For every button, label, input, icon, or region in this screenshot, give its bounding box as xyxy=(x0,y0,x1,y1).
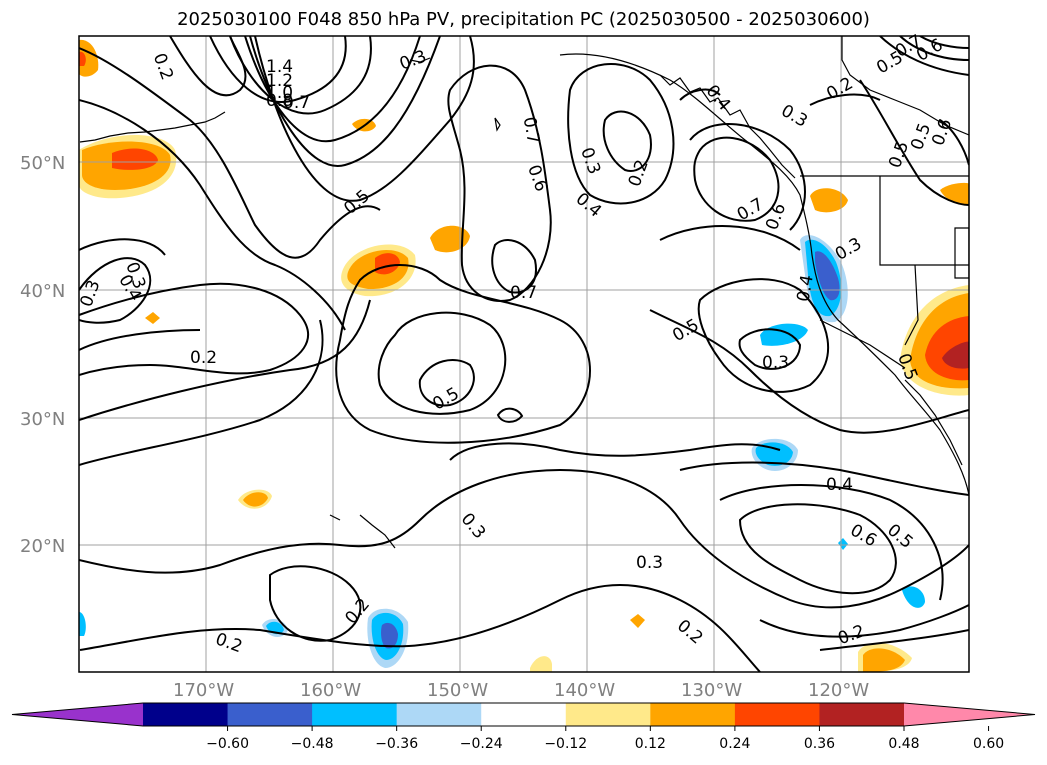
contour-label: 0.3 xyxy=(636,553,663,573)
colorbar-swatch xyxy=(312,703,398,726)
colorbar-swatch xyxy=(650,703,736,726)
longitude-labels: 170°W 160°W 150°W 140°W 130°W 120°W xyxy=(173,680,869,701)
contour-label: 0.3 xyxy=(762,353,789,373)
colorbar-swatch xyxy=(819,703,905,726)
lat-label: 40°N xyxy=(20,281,65,302)
colorbar-swatch xyxy=(481,703,567,726)
colorbar-swatch xyxy=(227,703,313,726)
positive-anomaly xyxy=(940,182,969,205)
lon-label: 170°W xyxy=(173,680,234,701)
contour-label: 0.7 xyxy=(519,115,543,145)
colorbar-extend-low xyxy=(12,703,143,726)
lat-label: 20°N xyxy=(20,536,65,557)
positive-anomaly xyxy=(145,312,160,324)
colorbar-tick-label: −0.60 xyxy=(206,736,249,752)
positive-anomaly xyxy=(863,648,905,672)
colorbar-extend-high xyxy=(904,703,1035,726)
latitude-labels: 50°N 40°N 30°N 20°N xyxy=(20,153,65,557)
colorbar-tick-label: 0.48 xyxy=(888,736,919,752)
map-frame xyxy=(78,35,970,673)
negative-anomaly xyxy=(79,612,86,636)
positive-anomaly xyxy=(375,253,400,275)
colorbar-swatch xyxy=(396,703,482,726)
colorbar-tick-label: −0.36 xyxy=(375,736,418,752)
contour-label: 0.2 xyxy=(190,348,217,368)
positive-anomaly xyxy=(530,656,552,672)
positive-anomaly xyxy=(810,188,848,213)
lat-label: 30°N xyxy=(20,409,65,430)
colorbar-tick-label: 0.60 xyxy=(973,736,1004,752)
colorbar: −0.60 −0.48 −0.36 −0.24 −0.12 0.12 0.24 0.36 0.4… xyxy=(11,702,1036,752)
colorbar-swatch xyxy=(565,703,651,726)
colorbar-tick-label: 0.36 xyxy=(804,736,835,752)
lon-label: 130°W xyxy=(681,680,742,701)
contour-label: 1.4 xyxy=(266,57,293,77)
positive-anomaly xyxy=(79,51,86,66)
coastlines xyxy=(79,36,969,549)
positive-anomaly xyxy=(112,148,158,170)
contour-label: 0.4 xyxy=(826,475,853,495)
map-title: 2025030100 F048 850 hPa PV, precipitatio… xyxy=(177,9,870,30)
lon-label: 140°W xyxy=(554,680,615,701)
contour-label: 1.2 xyxy=(266,71,293,91)
lon-label: 160°W xyxy=(300,680,361,701)
pv-contours xyxy=(79,36,969,672)
colorbar-swatch xyxy=(734,703,820,726)
map-area xyxy=(79,36,969,672)
positive-anomaly xyxy=(243,492,268,507)
colorbar-tick-label: −0.48 xyxy=(291,736,334,752)
lat-label: 50°N xyxy=(20,153,65,174)
contour-label: 1.0 xyxy=(266,83,293,103)
contour-label: 0.4 xyxy=(793,273,817,303)
colorbar-tick-label: −0.24 xyxy=(460,736,503,752)
negative-anomaly xyxy=(381,622,398,649)
negative-anomaly xyxy=(815,251,840,301)
contour-label: 0.7 xyxy=(510,283,537,303)
colorbar-swatch xyxy=(143,703,229,726)
lon-label: 150°W xyxy=(427,680,488,701)
colorbar-tick-label: 0.24 xyxy=(719,736,750,752)
colorbar-tick-label: −0.12 xyxy=(544,736,587,752)
positive-anomaly xyxy=(630,614,645,628)
colorbar-outline xyxy=(11,702,1036,727)
negative-anomaly xyxy=(755,442,793,466)
positive-anomaly xyxy=(942,341,969,369)
colorbar-tick-label: 0.12 xyxy=(635,736,666,752)
negative-anomaly xyxy=(902,586,925,608)
contour-label: 0.7 xyxy=(283,93,310,113)
lon-label: 120°W xyxy=(808,680,869,701)
contour-label: 0.8 xyxy=(266,91,293,111)
